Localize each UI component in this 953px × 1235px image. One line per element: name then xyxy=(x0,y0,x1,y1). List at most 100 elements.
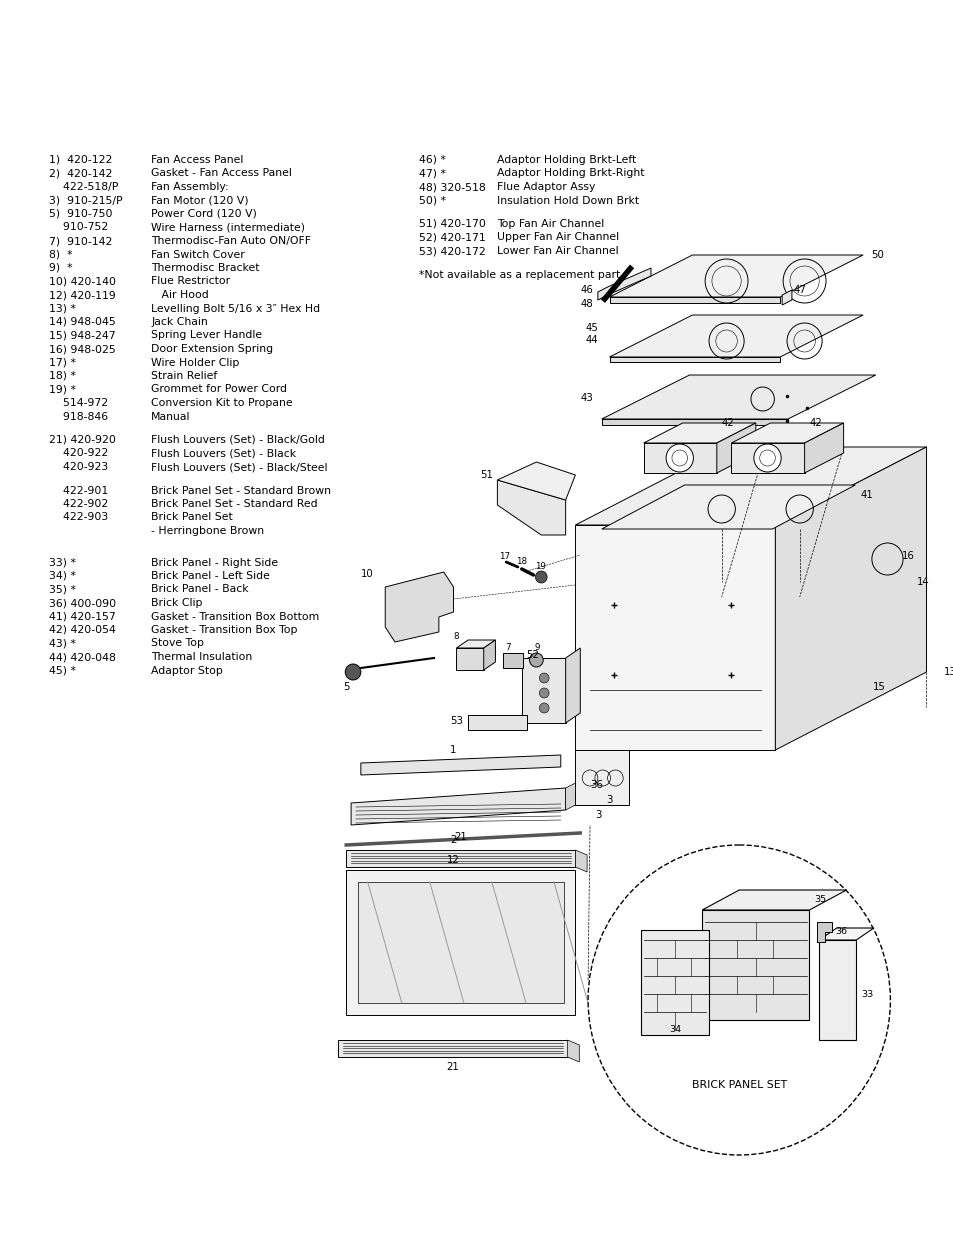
Polygon shape xyxy=(483,640,495,671)
Text: 18: 18 xyxy=(516,557,526,566)
Polygon shape xyxy=(456,640,495,648)
Text: 35) *: 35) * xyxy=(49,584,75,594)
Text: Lower Fan Air Channel: Lower Fan Air Channel xyxy=(497,246,618,256)
Text: 53: 53 xyxy=(450,716,463,726)
Polygon shape xyxy=(643,424,755,443)
Text: Manual: Manual xyxy=(151,411,191,421)
Text: Top Fan Air Channel: Top Fan Air Channel xyxy=(497,219,604,228)
Text: Air Hood: Air Hood xyxy=(151,290,209,300)
Text: 15: 15 xyxy=(872,682,884,692)
Text: 53) 420-172: 53) 420-172 xyxy=(419,246,486,256)
Text: 420-923: 420-923 xyxy=(49,462,108,472)
Text: Stove Top: Stove Top xyxy=(151,638,204,648)
Text: 19: 19 xyxy=(535,562,546,571)
Text: 10) 420-140: 10) 420-140 xyxy=(49,277,115,287)
Text: Flush Louvers (Set) - Black: Flush Louvers (Set) - Black xyxy=(151,448,296,458)
Polygon shape xyxy=(575,525,775,750)
Polygon shape xyxy=(346,869,575,1015)
Polygon shape xyxy=(716,424,755,473)
Polygon shape xyxy=(701,890,845,910)
Text: Fan Motor (120 V): Fan Motor (120 V) xyxy=(151,195,249,205)
Text: Gasket - Transition Box Bottom: Gasket - Transition Box Bottom xyxy=(151,611,319,621)
Text: - Herringbone Brown: - Herringbone Brown xyxy=(151,526,264,536)
Text: Spring Lever Handle: Spring Lever Handle xyxy=(151,331,262,341)
Polygon shape xyxy=(643,443,716,473)
Text: 3)  910-215/P: 3) 910-215/P xyxy=(49,195,122,205)
Text: 10: 10 xyxy=(360,569,374,579)
Text: 14) 948-045: 14) 948-045 xyxy=(49,317,115,327)
Text: 21) 420-920: 21) 420-920 xyxy=(49,435,115,445)
Text: 1: 1 xyxy=(450,745,456,755)
Polygon shape xyxy=(609,296,780,303)
Polygon shape xyxy=(468,715,526,730)
Text: 42: 42 xyxy=(720,417,734,429)
Text: Thermodisc-Fan Auto ON/OFF: Thermodisc-Fan Auto ON/OFF xyxy=(151,236,311,246)
Text: 13: 13 xyxy=(943,667,953,677)
Text: Levelling Bolt 5/16 x 3″ Hex Hd: Levelling Bolt 5/16 x 3″ Hex Hd xyxy=(151,304,320,314)
Text: Brick Panel - Back: Brick Panel - Back xyxy=(151,584,249,594)
Text: Gasket - Transition Box Top: Gasket - Transition Box Top xyxy=(151,625,297,635)
Text: 48: 48 xyxy=(579,299,593,309)
Text: 21: 21 xyxy=(454,832,467,842)
Text: Brick Panel - Left Side: Brick Panel - Left Side xyxy=(151,571,270,580)
Text: Brick Clip: Brick Clip xyxy=(151,598,202,608)
Polygon shape xyxy=(819,940,856,1040)
Polygon shape xyxy=(640,930,708,1035)
Text: Fan Switch Cover: Fan Switch Cover xyxy=(151,249,245,259)
Text: 46) *: 46) * xyxy=(419,156,446,165)
Text: 422-518/P: 422-518/P xyxy=(49,182,118,191)
Text: 12) 420-119: 12) 420-119 xyxy=(49,290,115,300)
Polygon shape xyxy=(575,850,586,872)
Text: 44: 44 xyxy=(584,335,598,345)
Text: Fan Assembly:: Fan Assembly: xyxy=(151,182,229,191)
Text: Adaptor Holding Brkt-Left: Adaptor Holding Brkt-Left xyxy=(497,156,636,165)
Text: 34) *: 34) * xyxy=(49,571,75,580)
Text: Insulation Hold Down Brkt: Insulation Hold Down Brkt xyxy=(497,195,639,205)
Polygon shape xyxy=(781,290,791,305)
Circle shape xyxy=(753,445,781,472)
Text: 33: 33 xyxy=(861,990,873,999)
Text: 9: 9 xyxy=(534,643,539,652)
Text: 1)  420-122: 1) 420-122 xyxy=(49,156,112,165)
Text: 47) *: 47) * xyxy=(419,168,446,179)
Text: 15) 948-247: 15) 948-247 xyxy=(49,331,115,341)
Polygon shape xyxy=(601,485,855,529)
Polygon shape xyxy=(565,782,577,810)
Polygon shape xyxy=(346,850,575,867)
Polygon shape xyxy=(497,462,575,500)
Text: 21: 21 xyxy=(446,1062,459,1072)
Text: Brick Panel Set - Standard Red: Brick Panel Set - Standard Red xyxy=(151,499,317,509)
Polygon shape xyxy=(609,357,780,362)
Text: 46: 46 xyxy=(579,285,593,295)
Text: 5)  910-750: 5) 910-750 xyxy=(49,209,112,219)
Text: Gasket - Fan Access Panel: Gasket - Fan Access Panel xyxy=(151,168,292,179)
Polygon shape xyxy=(817,923,831,942)
Text: 36: 36 xyxy=(589,781,602,790)
Text: 41: 41 xyxy=(860,490,872,500)
Text: Flue Adaptor Assy: Flue Adaptor Assy xyxy=(497,182,595,191)
Text: 33) *: 33) * xyxy=(49,557,75,568)
Text: 17: 17 xyxy=(498,552,510,561)
Polygon shape xyxy=(385,572,453,642)
Polygon shape xyxy=(357,882,563,1003)
Text: Strain Relief: Strain Relief xyxy=(151,370,217,382)
Text: 41) 420-157: 41) 420-157 xyxy=(49,611,115,621)
Polygon shape xyxy=(601,419,787,425)
Text: Flue Restrictor: Flue Restrictor xyxy=(151,277,230,287)
Text: 7)  910-142: 7) 910-142 xyxy=(49,236,112,246)
Polygon shape xyxy=(803,424,842,473)
Text: 14: 14 xyxy=(916,577,928,587)
Text: Power Cord (120 V): Power Cord (120 V) xyxy=(151,209,256,219)
Circle shape xyxy=(345,664,360,680)
Text: 16: 16 xyxy=(902,551,914,561)
Text: 3: 3 xyxy=(595,810,600,820)
Text: 9)  *: 9) * xyxy=(49,263,72,273)
Text: Flush Louvers (Set) - Black/Gold: Flush Louvers (Set) - Black/Gold xyxy=(151,435,325,445)
Circle shape xyxy=(665,445,693,472)
Text: 420-922: 420-922 xyxy=(49,448,108,458)
Text: Wire Holder Clip: Wire Holder Clip xyxy=(151,357,239,368)
Text: Brick Panel Set - Standard Brown: Brick Panel Set - Standard Brown xyxy=(151,485,331,495)
Text: *Not available as a replacement part.: *Not available as a replacement part. xyxy=(419,269,623,279)
Text: 52) 420-171: 52) 420-171 xyxy=(419,232,486,242)
Circle shape xyxy=(538,688,549,698)
